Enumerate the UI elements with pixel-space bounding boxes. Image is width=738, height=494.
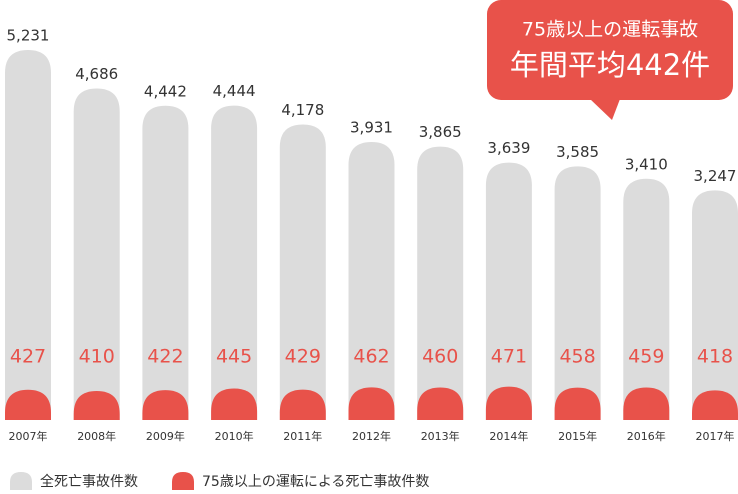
value-label-elderly: 445: [216, 346, 252, 368]
bar-elderly: [5, 389, 51, 420]
x-tick-label: 2010年: [215, 429, 254, 443]
bar-elderly: [692, 390, 738, 420]
value-label: 4,442: [144, 82, 187, 100]
bars: 5,231 427 2007年 4,686 410 2008年 4,442 422 2009年 4…: [5, 27, 738, 490]
value-label-elderly: 429: [285, 346, 321, 368]
legend-label: 全死亡事故件数: [40, 473, 138, 490]
bar-total: [348, 141, 395, 420]
bar-total: [5, 50, 51, 420]
value-label: 3,247: [694, 167, 737, 185]
x-tick-label: 2013年: [421, 429, 460, 443]
x-tick-label: 2009年: [146, 429, 185, 443]
value-label: 4,686: [75, 65, 118, 83]
callout-line1: 75歳以上の運転事故: [522, 19, 698, 41]
x-tick-label: 2017年: [696, 429, 735, 443]
bar-elderly: [142, 390, 189, 420]
value-label: 3,410: [625, 155, 668, 173]
callout-pointer: [590, 99, 620, 120]
value-label: 3,639: [487, 139, 530, 157]
value-label-elderly: 427: [10, 346, 46, 368]
bar-total: [142, 105, 189, 421]
value-label-elderly: 462: [353, 346, 389, 368]
bar-elderly: [623, 387, 670, 420]
bar-total: [485, 162, 532, 420]
bar-elderly: [554, 387, 601, 420]
bar-total: [623, 178, 670, 420]
legend-swatch: [10, 472, 32, 490]
x-tick-label: 2015年: [558, 429, 597, 443]
bar-total: [417, 146, 464, 420]
bar-elderly: [211, 388, 258, 420]
value-label: 3,585: [556, 143, 599, 161]
value-label-elderly: 458: [559, 346, 595, 368]
callout-line2: 年間平均442件: [510, 48, 710, 82]
x-tick-label: 2016年: [627, 429, 666, 443]
x-tick-label: 2012年: [352, 429, 391, 443]
callout-box: [487, 0, 733, 100]
bar-total: [73, 88, 120, 420]
value-label-elderly: 471: [491, 346, 527, 368]
bar-elderly: [485, 386, 532, 420]
bar-elderly: [348, 387, 395, 420]
bar-total: [211, 105, 258, 420]
bar-elderly: [279, 389, 326, 420]
x-tick-label: 2007年: [9, 429, 48, 443]
x-tick-label: 2011年: [283, 429, 322, 443]
value-label: 3,865: [419, 123, 462, 141]
x-tick-label: 2014年: [489, 429, 528, 443]
legend-swatch: [172, 472, 194, 490]
value-label: 5,231: [7, 27, 50, 45]
bar-elderly: [417, 387, 464, 420]
value-label-elderly: 460: [422, 346, 458, 368]
bar-elderly: [73, 390, 120, 420]
bar-total: [554, 166, 601, 420]
value-label: 3,931: [350, 118, 393, 136]
value-label-elderly: 410: [79, 346, 115, 368]
value-label-elderly: 418: [697, 346, 733, 368]
bar-total: [692, 190, 738, 420]
x-tick-label: 2008年: [77, 429, 116, 443]
value-label: 4,178: [281, 101, 324, 119]
value-label-elderly: 459: [628, 346, 664, 368]
callout: 75歳以上の運転事故 年間平均442件: [487, 0, 733, 120]
legend-label: 75歳以上の運転による死亡事故件数: [202, 474, 429, 490]
value-label: 4,444: [213, 82, 256, 100]
bar-total: [279, 124, 326, 420]
value-label-elderly: 422: [147, 346, 183, 368]
